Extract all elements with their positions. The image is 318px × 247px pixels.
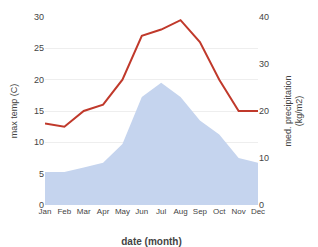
svg-text:0: 0 xyxy=(39,200,44,210)
svg-text:15: 15 xyxy=(34,106,44,116)
svg-text:Apr: Apr xyxy=(97,207,110,216)
svg-text:Nov: Nov xyxy=(232,207,246,216)
svg-text:Jan: Jan xyxy=(39,207,52,216)
svg-text:Jun: Jun xyxy=(135,207,148,216)
svg-text:0: 0 xyxy=(259,200,264,210)
svg-text:Oct: Oct xyxy=(213,207,226,216)
svg-text:40: 40 xyxy=(259,12,269,22)
svg-text:30: 30 xyxy=(259,59,269,69)
svg-text:Mar: Mar xyxy=(77,207,91,216)
svg-text:30: 30 xyxy=(34,12,44,22)
svg-text:25: 25 xyxy=(34,43,44,53)
svg-text:med. precipitation(kg/m2): med. precipitation(kg/m2) xyxy=(283,75,305,146)
svg-text:Aug: Aug xyxy=(173,207,187,216)
svg-text:May: May xyxy=(115,207,130,216)
svg-text:20: 20 xyxy=(259,106,269,116)
svg-text:Jul: Jul xyxy=(156,207,166,216)
svg-text:20: 20 xyxy=(34,75,44,85)
svg-text:10: 10 xyxy=(34,137,44,147)
svg-text:Feb: Feb xyxy=(57,207,71,216)
svg-text:5: 5 xyxy=(39,169,44,179)
svg-text:Dec: Dec xyxy=(251,207,265,216)
svg-text:max temp (C): max temp (C) xyxy=(9,84,19,139)
svg-text:date (month): date (month) xyxy=(121,236,182,247)
svg-text:Sep: Sep xyxy=(193,207,208,216)
svg-text:10: 10 xyxy=(259,153,269,163)
